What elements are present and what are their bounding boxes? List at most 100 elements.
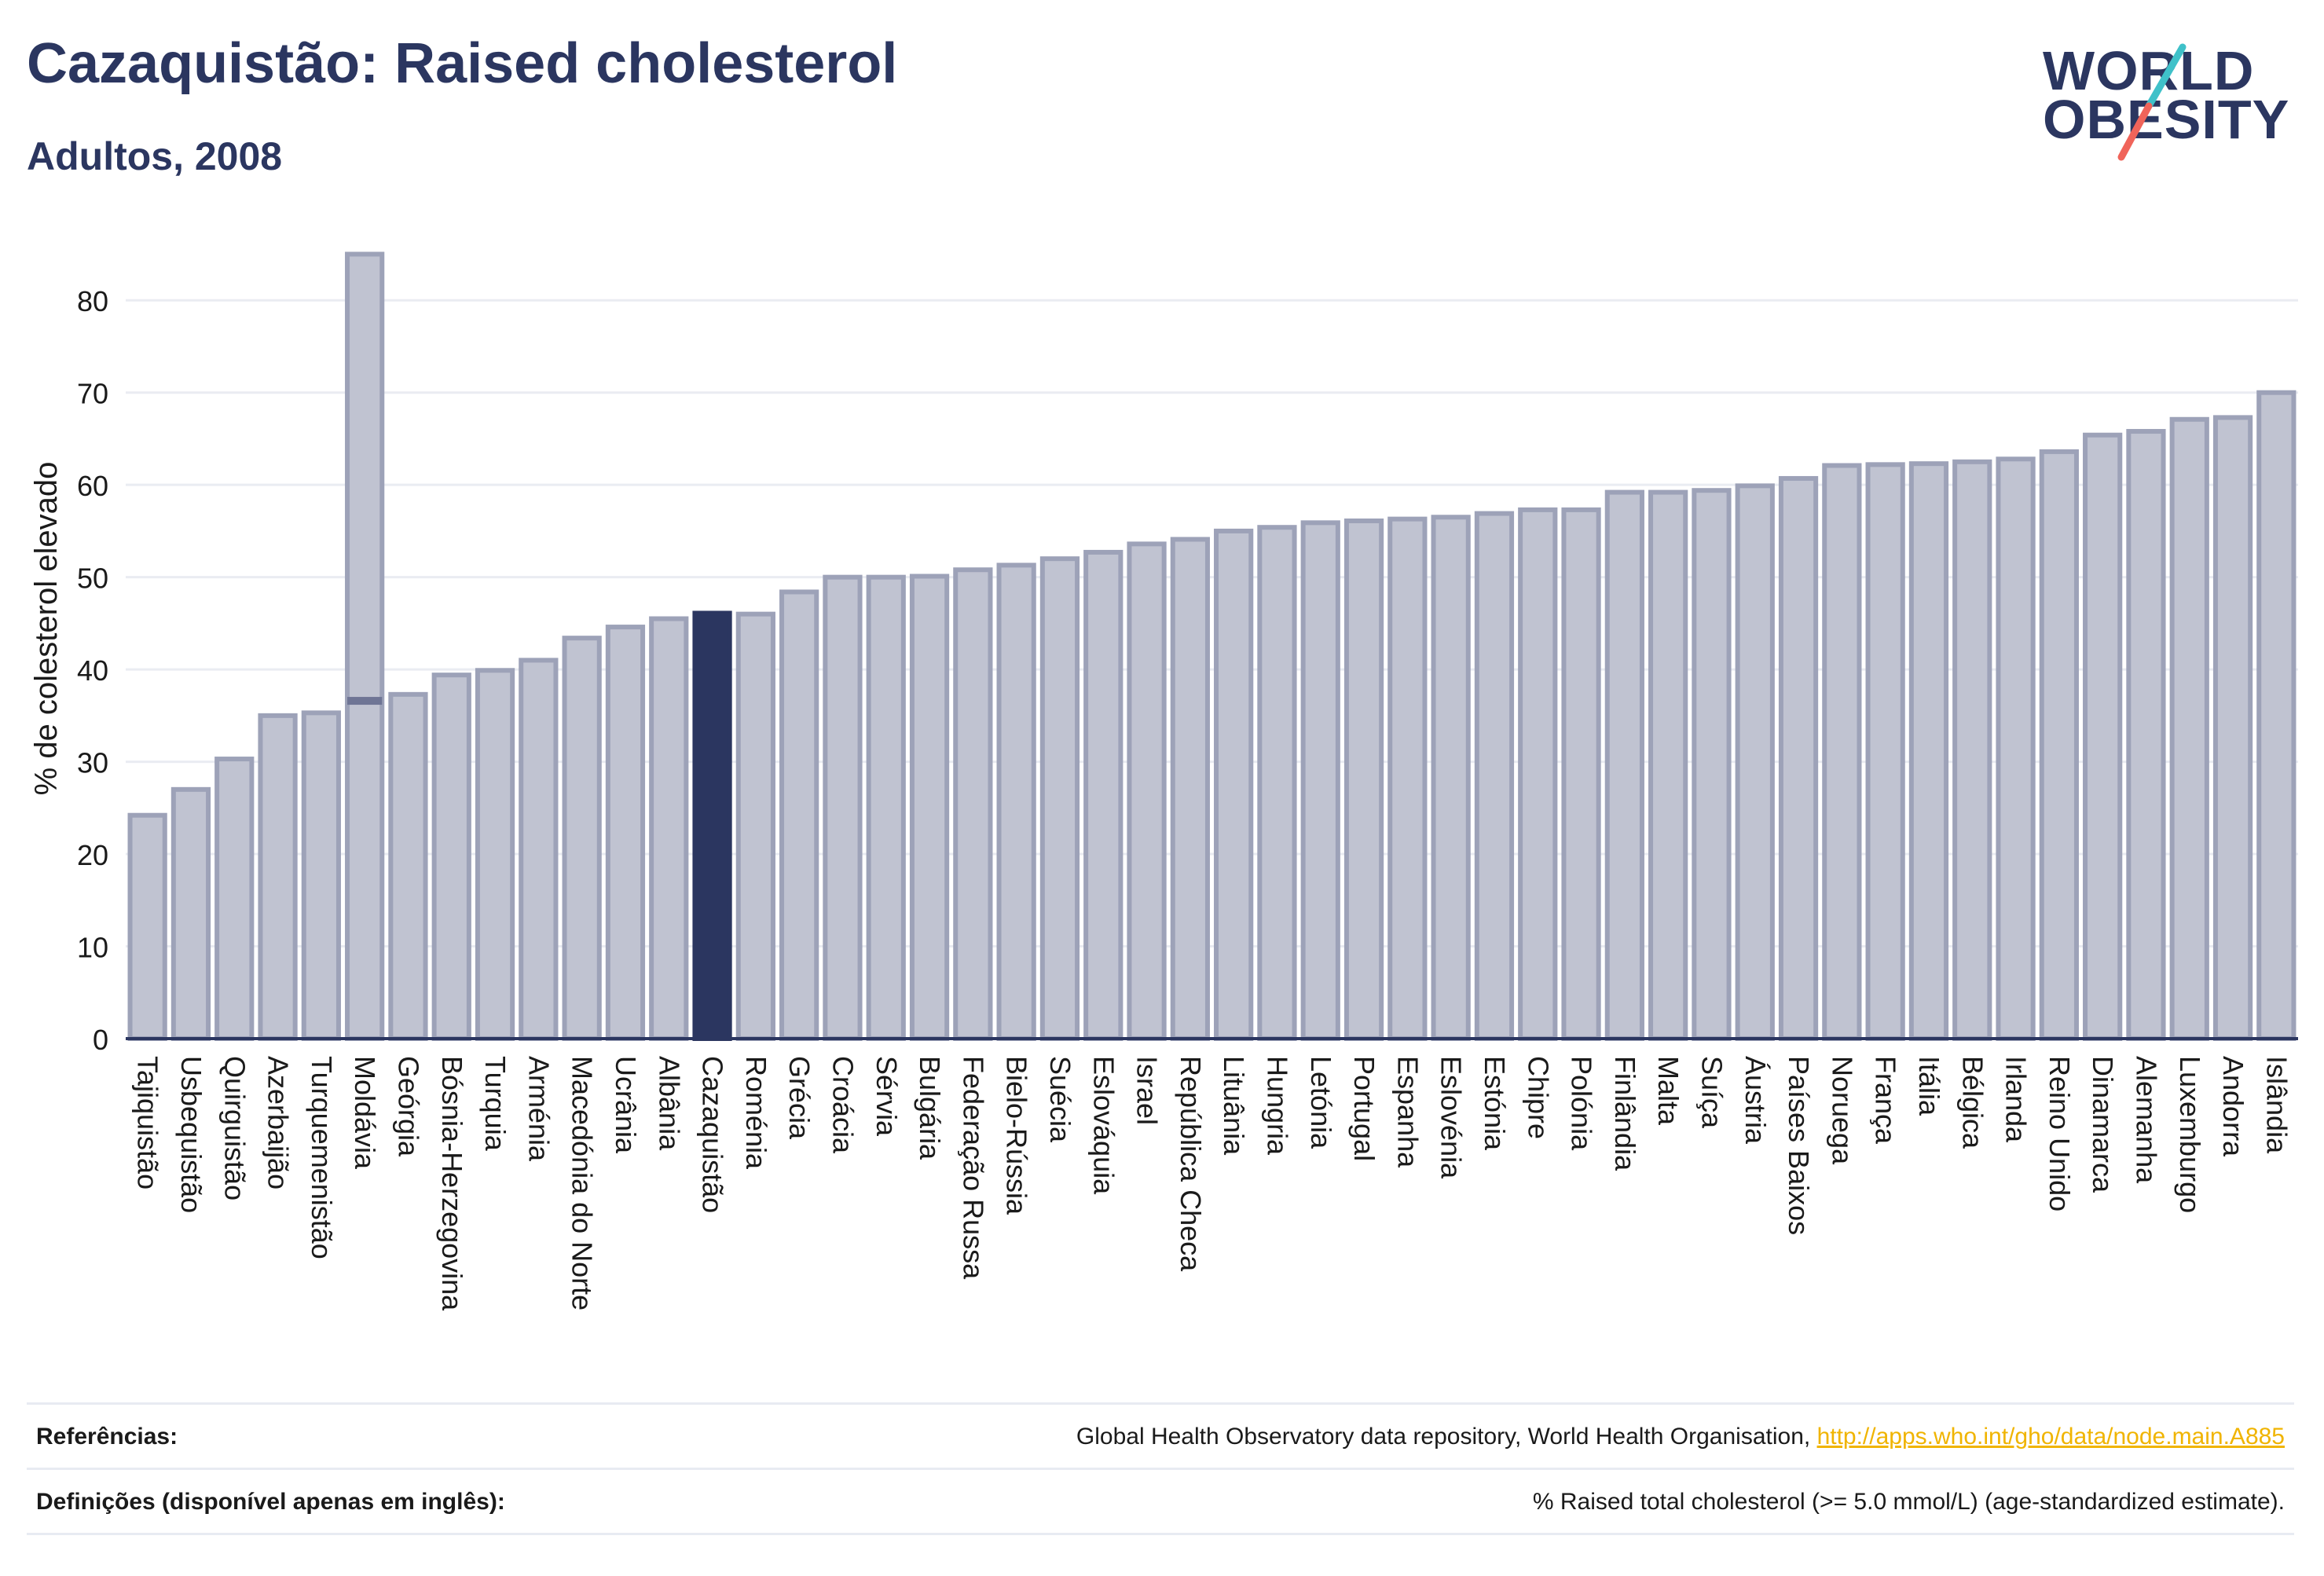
- bar: [1518, 507, 1558, 1041]
- footer-definitions: Definições (disponível apenas em inglês)…: [27, 1468, 2294, 1535]
- x-tick-label: Roménia: [740, 1056, 772, 1170]
- bar: [1822, 463, 1862, 1041]
- x-tick-label: Espanha: [1391, 1056, 1424, 1168]
- x-tick-label: Azerbaijão: [262, 1056, 295, 1189]
- bar: [519, 658, 559, 1041]
- bar: [1431, 515, 1471, 1041]
- y-axis-ticks: 0 10 20 30 40 50 60 70 80: [77, 285, 108, 1056]
- x-tick-label: Noruega: [1826, 1056, 1858, 1165]
- bar: [1474, 511, 1515, 1041]
- x-tick-label: Estónia: [1479, 1056, 1511, 1151]
- bar: [735, 611, 775, 1041]
- x-tick-label: Países Baixos: [1783, 1056, 1815, 1235]
- bar: [127, 812, 167, 1041]
- bar: [1952, 459, 1992, 1041]
- x-tick-label: Sérvia: [871, 1056, 903, 1137]
- x-tick-label: Turquia: [479, 1056, 511, 1152]
- x-tick-label: Bélgica: [1956, 1056, 1989, 1149]
- x-tick-label: Quirguistão: [218, 1056, 251, 1200]
- y-tick-label: 20: [77, 839, 108, 871]
- bar: [1865, 462, 1905, 1041]
- x-tick-label: Suíça: [1695, 1056, 1728, 1129]
- bar: [1343, 518, 1384, 1041]
- x-tick-label: Geórgia: [392, 1056, 424, 1157]
- bar: [2126, 429, 2166, 1041]
- bars: [127, 251, 2297, 1042]
- y-tick-label: 80: [77, 285, 108, 317]
- bar: [1039, 556, 1080, 1041]
- y-tick-label: 0: [93, 1024, 108, 1056]
- x-tick-label: Bósnia-Herzegovina: [436, 1056, 468, 1311]
- x-tick-label: Moldávia: [349, 1056, 381, 1170]
- bar: [692, 610, 732, 1041]
- bar-marker: [347, 697, 383, 706]
- x-tick-label: Finlândia: [1609, 1056, 1641, 1171]
- bar: [2083, 432, 2123, 1041]
- x-tick-label: Albânia: [653, 1056, 685, 1151]
- x-tick-label: Hungria: [1261, 1056, 1293, 1156]
- x-tick-label: Ucrânia: [610, 1056, 642, 1154]
- bar: [258, 713, 298, 1041]
- bar: [1692, 488, 1732, 1041]
- x-tick-label: Grécia: [783, 1056, 816, 1140]
- references-label: Referências:: [36, 1424, 178, 1450]
- bar: [345, 251, 385, 1041]
- bar: [996, 563, 1036, 1041]
- x-tick-label: Eslováquia: [1087, 1056, 1120, 1195]
- x-tick-label: Macedónia do Norte: [566, 1056, 599, 1310]
- bar: [605, 625, 646, 1041]
- references-value: Global Health Observatory data repositor…: [1076, 1424, 2285, 1450]
- bar: [1996, 456, 2036, 1041]
- bar: [1127, 541, 1167, 1041]
- bar: [214, 757, 255, 1041]
- footer-references: Referências: Global Health Observatory d…: [27, 1402, 2294, 1468]
- x-tick-label: Usbequistão: [175, 1056, 207, 1213]
- x-tick-label: Suécia: [1044, 1056, 1076, 1143]
- bar-chart: 0 10 20 30 40 50 60 70 80 % de colesterol elevad…: [29, 251, 2298, 1311]
- bar: [779, 589, 819, 1041]
- x-tick-label: Andorra: [2217, 1056, 2249, 1157]
- bar: [1214, 528, 1254, 1041]
- bar: [866, 574, 906, 1041]
- logo-text-obesity: OBESITY: [2043, 89, 2290, 150]
- x-tick-label: Itália: [1913, 1056, 1945, 1116]
- x-tick-label: Bielo-Rússia: [1001, 1056, 1033, 1215]
- bar: [1300, 520, 1340, 1041]
- x-tick-label: Tajiquistão: [132, 1056, 164, 1189]
- bar: [1735, 483, 1775, 1041]
- x-tick-label: Alemanha: [2130, 1056, 2162, 1184]
- y-tick-label: 10: [77, 932, 108, 964]
- y-tick-label: 30: [77, 747, 108, 779]
- x-tick-label: Letónia: [1305, 1056, 1337, 1149]
- bar: [2212, 415, 2253, 1041]
- definitions-label: Definições (disponível apenas em inglês)…: [36, 1489, 505, 1515]
- page-title: Cazaquistão: Raised cholesterol: [27, 32, 898, 95]
- bar: [1083, 549, 1124, 1041]
- logo-text-world: WORLD: [2043, 40, 2255, 101]
- y-tick-label: 40: [77, 654, 108, 687]
- x-tick-label: França: [1870, 1056, 1902, 1145]
- world-obesity-logo: WORLD OBESITY: [2043, 39, 2302, 173]
- x-tick-label: Eslovénia: [1435, 1056, 1468, 1179]
- x-tick-label: Federação Russa: [957, 1056, 989, 1280]
- definitions-value: % Raised total cholesterol (>= 5.0 mmol/…: [1532, 1489, 2285, 1515]
- page-subtitle: Adultos, 2008: [27, 134, 283, 178]
- bar: [431, 673, 471, 1041]
- bar: [1908, 461, 1949, 1041]
- x-tick-label: Dinamarca: [2087, 1056, 2119, 1193]
- bar: [1257, 525, 1297, 1041]
- x-tick-label: Turquemenistão: [306, 1056, 338, 1259]
- bar: [562, 636, 602, 1041]
- bar: [1561, 507, 1601, 1041]
- bar: [388, 691, 428, 1042]
- x-tick-label: Reino Unido: [2044, 1056, 2076, 1211]
- y-axis-label: % de colesterol elevado: [29, 462, 64, 796]
- bar: [1648, 489, 1688, 1041]
- bar: [170, 786, 211, 1041]
- x-tick-label: Arménia: [522, 1056, 555, 1162]
- bar: [2039, 449, 2079, 1041]
- references-link[interactable]: http://apps.who.int/gho/data/node.main.A…: [1816, 1424, 2285, 1450]
- x-tick-label: Áustria: [1739, 1056, 1772, 1145]
- bar: [1778, 475, 1819, 1041]
- bar: [2169, 416, 2209, 1041]
